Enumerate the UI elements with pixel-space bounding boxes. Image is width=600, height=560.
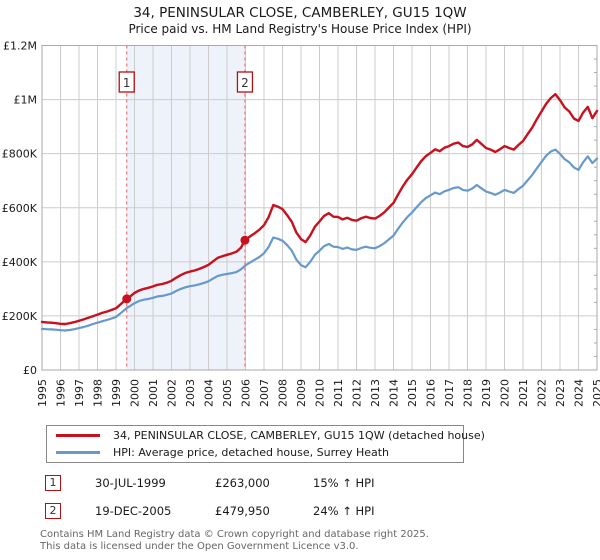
copyright-footer: Contains HM Land Registry data © Crown c… bbox=[40, 529, 429, 552]
y-tick-label: £1.2M bbox=[3, 40, 37, 53]
y-tick-label: £1M bbox=[14, 94, 38, 107]
price-chart: 1995 1996 1997 1998 1999 2000 2001 2002 2003 2004… bbox=[2, 40, 600, 408]
x-tick-label: 2023 bbox=[554, 379, 567, 407]
x-tick-label: 2006 bbox=[240, 379, 253, 407]
x-tick-label: 2013 bbox=[369, 379, 382, 407]
plot-frame bbox=[41, 45, 598, 371]
sale-1-marker: 1 bbox=[45, 475, 61, 491]
price-paid-line bbox=[40, 92, 599, 326]
x-tick-label: 2019 bbox=[480, 379, 493, 407]
sale-row-1: 1 30-JUL-1999 £263,000 15% ↑ HPI bbox=[0, 475, 600, 493]
sale-marker-number: 1 bbox=[123, 76, 131, 90]
x-tick-label: 2011 bbox=[332, 379, 345, 407]
x-tick-label: 2012 bbox=[351, 379, 364, 407]
x-tick-label: 2024 bbox=[573, 379, 586, 407]
sale-dot bbox=[240, 235, 250, 245]
x-tick-label: 2009 bbox=[295, 379, 308, 407]
x-tick-label: 1998 bbox=[92, 379, 105, 407]
y-tick-label: £200K bbox=[2, 310, 38, 323]
x-tick-label: 2000 bbox=[129, 379, 142, 407]
x-tick-label: 2001 bbox=[147, 379, 160, 407]
x-tick-label: 2021 bbox=[517, 379, 530, 407]
sale-dot bbox=[122, 294, 132, 304]
x-tick-label: 2017 bbox=[443, 379, 456, 407]
x-tick-label: 2003 bbox=[184, 379, 197, 407]
sale-1-date: 30-JUL-1999 bbox=[95, 476, 166, 490]
sale-row-2: 2 19-DEC-2005 £479,950 24% ↑ HPI bbox=[0, 503, 600, 521]
sale-marker-number: 2 bbox=[241, 76, 249, 90]
legend-item-hpi: HPI: Average price, detached house, Surr… bbox=[47, 445, 463, 460]
x-tick-label: 2016 bbox=[425, 379, 438, 407]
sale-marker-box bbox=[118, 71, 135, 93]
x-tick-label: 2022 bbox=[536, 379, 549, 407]
chart-subtitle: Price paid vs. HM Land Registry's House … bbox=[128, 22, 472, 36]
x-tick-label: 2018 bbox=[462, 379, 475, 407]
sale-2-hpi-diff: 24% ↑ HPI bbox=[313, 504, 375, 518]
footer-line-2: This data is licensed under the Open Gov… bbox=[40, 540, 359, 552]
chart-title: 34, PENINSULAR CLOSE, CAMBERLEY, GU15 1Q… bbox=[133, 5, 467, 21]
x-tick-label: 2005 bbox=[221, 379, 234, 407]
x-tick-label: 2007 bbox=[258, 379, 271, 407]
sale-2-price: £479,950 bbox=[215, 504, 270, 518]
hpi-line-swatch bbox=[56, 451, 100, 454]
x-tick-label: 1995 bbox=[36, 379, 49, 407]
x-tick-label: 1996 bbox=[55, 379, 68, 407]
sale-2-marker: 2 bbox=[45, 503, 61, 519]
x-tick-label: 2025 bbox=[591, 379, 600, 407]
y-tick-label: £600K bbox=[2, 202, 38, 215]
legend-item-price-paid: 34, PENINSULAR CLOSE, CAMBERLEY, GU15 1Q… bbox=[47, 428, 485, 443]
x-tick-label: 2015 bbox=[406, 379, 419, 407]
x-tick-label: 1999 bbox=[110, 379, 123, 407]
sale-2-date: 19-DEC-2005 bbox=[95, 504, 172, 518]
sale-1-price: £263,000 bbox=[215, 476, 270, 490]
legend-label: HPI: Average price, detached house, Surr… bbox=[113, 446, 390, 459]
price-line-swatch bbox=[56, 434, 100, 437]
footer-line-1: Contains HM Land Registry data © Crown c… bbox=[40, 529, 429, 540]
x-tick-label: 2014 bbox=[388, 379, 401, 407]
x-tick-label: 2002 bbox=[166, 379, 179, 407]
sale-marker-box bbox=[236, 71, 254, 93]
x-tick-label: 2008 bbox=[277, 379, 290, 407]
x-tick-label: 2010 bbox=[314, 379, 327, 407]
legend: 34, PENINSULAR CLOSE, CAMBERLEY, GU15 1Q… bbox=[46, 425, 485, 463]
sale-1-hpi-diff: 15% ↑ HPI bbox=[313, 476, 375, 490]
hpi-line bbox=[40, 148, 599, 332]
y-tick-label: £800K bbox=[2, 148, 38, 161]
x-tick-label: 2004 bbox=[203, 379, 216, 407]
x-tick-label: 1997 bbox=[73, 379, 86, 407]
legend-label: 34, PENINSULAR CLOSE, CAMBERLEY, GU15 1Q… bbox=[113, 429, 485, 442]
y-tick-label: £400K bbox=[2, 256, 38, 269]
x-tick-label: 2020 bbox=[499, 379, 512, 407]
y-tick-label: £0 bbox=[23, 364, 37, 377]
